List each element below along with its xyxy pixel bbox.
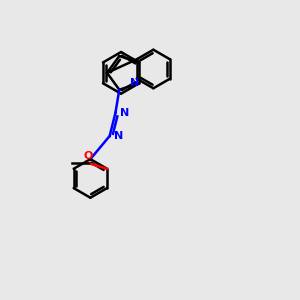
Text: N: N [130, 78, 139, 88]
Text: N: N [114, 131, 124, 141]
Text: O: O [83, 151, 92, 161]
Text: N: N [120, 108, 129, 118]
